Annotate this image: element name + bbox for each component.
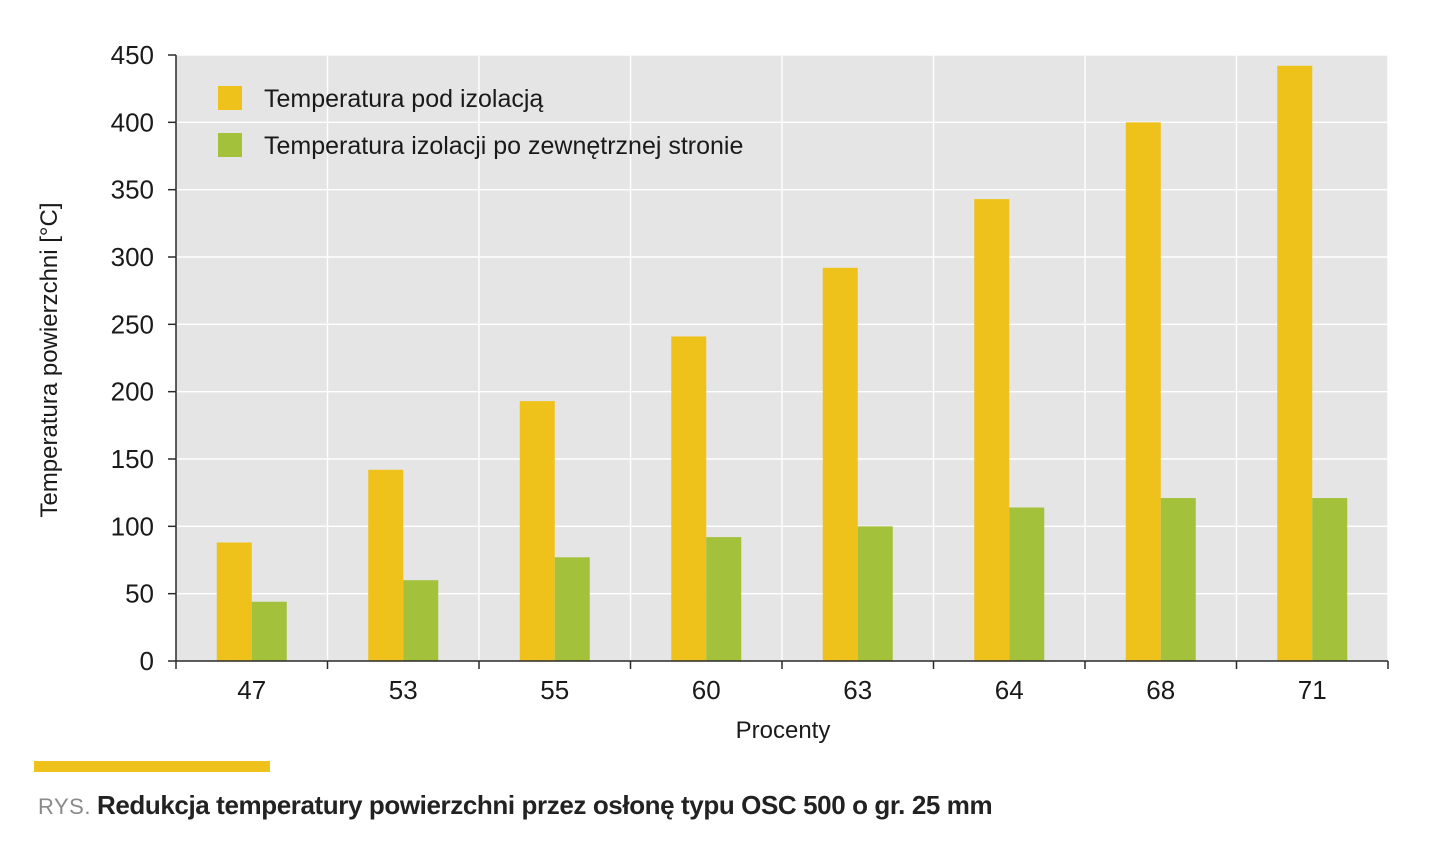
caption-text: Redukcja temperatury powierzchni przez o… — [96, 790, 993, 820]
axes — [168, 54, 1389, 669]
y-tick-label-50: 50 — [125, 579, 154, 609]
y-tick-label-250: 250 — [111, 309, 154, 339]
x-tick-label-60: 60 — [692, 675, 721, 705]
x-axis-label: Procenty — [736, 717, 831, 744]
legend: Temperatura pod izolacją Temperatura izol… — [218, 85, 743, 160]
y-tick-label-150: 150 — [111, 444, 154, 474]
bar-series-2-60 — [706, 537, 742, 661]
x-tick-label-63: 63 — [843, 675, 872, 705]
bar-series-1-64 — [974, 199, 1010, 662]
x-tick-label-64: 64 — [995, 675, 1024, 705]
bar-series-1-63 — [822, 267, 858, 661]
bar-chart: 0 50 100 150 200 250 300 350 400 450 47 53 55 60 63 64 6… — [36, 40, 1389, 744]
bar-series-1-68 — [1125, 122, 1161, 662]
bar-series-2-47 — [251, 601, 287, 661]
x-tick-label-55: 55 — [540, 675, 569, 705]
bar-series-2-64 — [1009, 507, 1045, 661]
bar-series-1-60 — [671, 336, 707, 661]
bar-series-1-47 — [216, 542, 252, 661]
y-axis-label: Temperatura powierzchni [°C] — [36, 202, 63, 517]
y-tick-label-350: 350 — [111, 175, 154, 205]
tick-labels: 0 50 100 150 200 250 300 350 400 450 47 53 55 60 63 64 6… — [111, 40, 1327, 705]
x-tick-label-47: 47 — [237, 675, 266, 705]
y-tick-label-300: 300 — [111, 242, 154, 272]
y-tick-label-450: 450 — [111, 40, 154, 70]
legend-label-1: Temperatura pod izolacją — [264, 85, 543, 113]
legend-label-2: Temperatura izolacji po zewnętrznej stro… — [264, 132, 743, 160]
bar-series-2-63 — [857, 526, 893, 661]
caption-prefix: RYS. — [38, 794, 91, 819]
x-tick-label-53: 53 — [389, 675, 418, 705]
y-tick-label-400: 400 — [111, 107, 154, 137]
bar-series-2-71 — [1312, 498, 1348, 661]
bar-series-1-71 — [1277, 65, 1313, 662]
y-tick-label-0: 0 — [140, 646, 154, 676]
bar-series-1-53 — [368, 469, 404, 661]
x-tick-label-71: 71 — [1298, 675, 1327, 705]
x-tick-label-68: 68 — [1146, 675, 1175, 705]
bar-series-2-53 — [403, 580, 439, 661]
bar-series-2-68 — [1160, 498, 1196, 661]
bar-series-1-55 — [519, 401, 555, 661]
grid-lines — [176, 54, 1389, 661]
caption-accent-bar — [34, 761, 270, 772]
y-tick-label-100: 100 — [111, 511, 154, 541]
legend-swatch-1 — [218, 86, 242, 110]
bars — [216, 65, 1348, 662]
bar-series-2-55 — [554, 557, 590, 661]
legend-swatch-2 — [218, 133, 242, 157]
figure-caption: RYS. Redukcja temperatury powierzchni prz… — [38, 790, 993, 821]
y-tick-label-200: 200 — [111, 377, 154, 407]
